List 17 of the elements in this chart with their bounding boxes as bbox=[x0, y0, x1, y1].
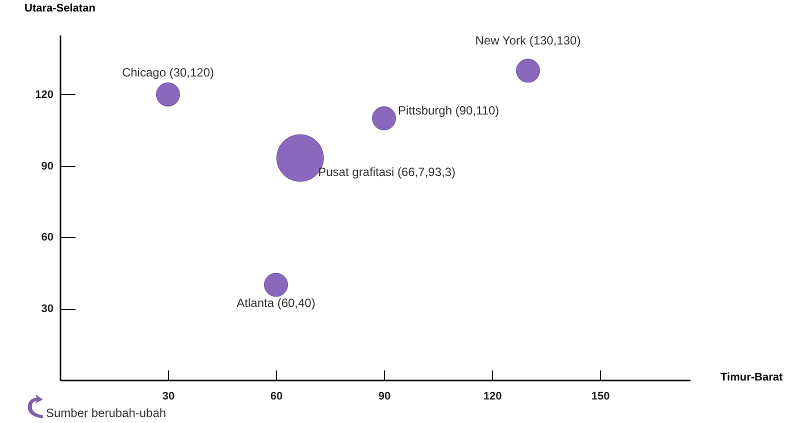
y-tick-label: 120 bbox=[35, 88, 54, 101]
annotation: Pusat grafitasi (66,7,93,3) bbox=[318, 165, 456, 180]
x-tick-label: 120 bbox=[483, 390, 502, 402]
annotation: Pittsburgh (90,110) bbox=[398, 103, 500, 118]
y-tick-label: 90 bbox=[41, 160, 54, 172]
y-axis-title: Utara-Selatan bbox=[24, 2, 96, 14]
annotation: Chicago (30,120) bbox=[122, 65, 214, 80]
x-tick-label: 150 bbox=[591, 390, 610, 402]
y-tick-label: 60 bbox=[41, 232, 54, 244]
x-tick-label: 60 bbox=[270, 390, 283, 402]
x-tick-label: 30 bbox=[162, 390, 175, 402]
y-tick-label: 30 bbox=[41, 303, 54, 316]
annotation: New York (130,130) bbox=[475, 34, 581, 48]
text: Sumber berubah-ubah bbox=[46, 406, 166, 420]
x-axis-title: Timur-Barat bbox=[720, 372, 783, 384]
annotation: Atlanta (60,40) bbox=[236, 296, 316, 310]
x-tick-label: 90 bbox=[378, 390, 391, 402]
